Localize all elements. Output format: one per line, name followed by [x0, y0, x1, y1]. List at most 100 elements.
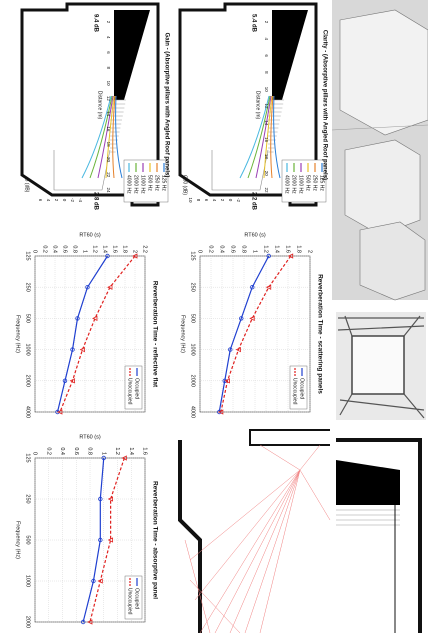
- response-curve: [247, 95, 271, 179]
- x-tick-label: 2000: [190, 375, 196, 387]
- y-tick-label: 0.6: [73, 447, 79, 455]
- y-tick-label: 1.6: [112, 245, 118, 253]
- x-tick-label: 125: [25, 453, 31, 462]
- chart-title: Reverberation Time - absorptive panel: [151, 481, 158, 599]
- legend-box: [124, 365, 143, 410]
- y-tick-label: 1.8: [296, 245, 302, 253]
- legend-label: Occupied: [134, 378, 140, 399]
- legend-label: 1000 Hz: [298, 175, 304, 194]
- data-point: [97, 578, 103, 584]
- render-block: [359, 221, 426, 301]
- distance-tick: 18: [106, 142, 111, 148]
- data-point: [235, 346, 241, 353]
- distance-tick: 22: [264, 187, 269, 193]
- level-tick: -2: [236, 198, 241, 202]
- series-line: [56, 255, 109, 413]
- data-point: [132, 253, 138, 259]
- x-tick-label: 500: [25, 314, 31, 323]
- legend-label: 500 Hz: [305, 175, 311, 191]
- response-curve: [273, 95, 281, 179]
- distance-tick: 12: [106, 96, 111, 102]
- data-point: [105, 253, 110, 259]
- y-tick-label: 1.4: [102, 245, 108, 253]
- distance-tick: 8: [106, 67, 111, 70]
- sketch-room: [351, 335, 405, 395]
- data-point: [57, 409, 63, 415]
- legend-label: 2000 Hz: [291, 175, 297, 194]
- y-tick-label: 1.2: [114, 447, 120, 455]
- data-point: [265, 284, 272, 290]
- data-point: [224, 378, 230, 384]
- distance-tick: 24: [106, 187, 111, 193]
- x-tick-label: 125: [25, 251, 31, 260]
- response-curve: [270, 95, 274, 179]
- level-tick: 8: [196, 199, 201, 202]
- stage-outline: [211, 149, 269, 191]
- x-tick-label: 1000: [25, 575, 31, 587]
- response-curve: [105, 95, 115, 179]
- x-tick-label: 2000: [25, 616, 31, 628]
- data-point: [91, 578, 96, 584]
- chart: 0 0.2 0.4 0.6 0.8 1 1.2 1.4 1.6 125 250 500 1000 2000…: [15, 434, 159, 628]
- chart-title: Reverberation Time - reflective flat: [151, 281, 158, 388]
- y-tick-label: 0.6: [62, 245, 68, 253]
- level-tick: 4: [212, 199, 217, 202]
- y-tick-label: 1.6: [142, 447, 148, 455]
- legend-label: 4000 Hz: [126, 175, 132, 194]
- hall-outline: [178, 2, 318, 207]
- y-tick-label: 0.2: [208, 245, 214, 253]
- x-tick-label: 250: [190, 283, 196, 292]
- legend-label: Occupied: [134, 588, 140, 609]
- legend-label: Occupied: [299, 378, 305, 399]
- stage-outline: [53, 149, 111, 191]
- y-tick-label: 0.8: [72, 245, 78, 253]
- data-point: [250, 285, 255, 290]
- level-tick: 2: [220, 199, 225, 202]
- data-point: [98, 496, 103, 502]
- data-point: [70, 347, 75, 352]
- legend-box: [124, 575, 143, 620]
- y-axis-label: RT60 (s): [79, 434, 100, 440]
- data-point: [218, 409, 224, 415]
- x-axis-label: Frequency (Hz): [15, 315, 21, 353]
- y-tick-label: 1.4: [274, 245, 280, 253]
- level-tick: 4: [46, 199, 51, 202]
- y-tick-label: 0.4: [59, 447, 65, 455]
- data-point: [249, 315, 255, 322]
- data-point: [107, 284, 113, 290]
- min-label: 2.2 dB: [250, 192, 256, 211]
- legend-label: Unoccupied: [292, 378, 298, 405]
- distance-tick: 16: [264, 137, 269, 143]
- chart-title: Reverberation Time - scattering panels: [316, 274, 323, 394]
- series-line: [220, 255, 292, 413]
- y-tick-label: 1.8: [122, 245, 128, 253]
- y-tick-label: 1.2: [263, 245, 269, 253]
- distance-tick: 16: [106, 126, 111, 132]
- legend-label: Unoccupied: [127, 378, 133, 405]
- data-point: [62, 378, 68, 383]
- level-tick: -2: [70, 198, 75, 202]
- response-curve: [239, 95, 270, 179]
- legend-label: 500 Hz: [147, 175, 153, 191]
- y-axis-label: G (dB): [24, 178, 30, 193]
- min-label: 2.8 dB: [92, 192, 98, 211]
- y-tick-label: 1.6: [285, 245, 291, 253]
- y-tick-label: 1: [252, 250, 258, 253]
- data-point: [69, 378, 75, 384]
- x-tick-label: 500: [25, 535, 31, 544]
- x-tick-label: 500: [190, 314, 196, 323]
- y-tick-label: 0.8: [241, 245, 247, 253]
- x-tick-label: 4000: [190, 406, 196, 418]
- data-point: [222, 378, 227, 383]
- x-tick-label: 4000: [25, 406, 31, 418]
- data-point: [75, 316, 80, 321]
- render-block: [344, 139, 421, 236]
- y-tick-label: 2: [132, 250, 138, 253]
- response-curve: [81, 95, 112, 179]
- legend-label: 4000 Hz: [284, 175, 290, 194]
- series-line: [218, 255, 270, 413]
- chart: 0 0.2 0.4 0.6 0.8 1 1.2 1.4 1.6 1.8 2 2.2 125 250 500 1…: [15, 232, 159, 418]
